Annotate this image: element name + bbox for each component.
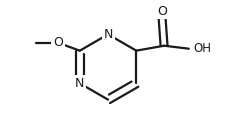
Text: OH: OH [193, 42, 211, 55]
Text: N: N [103, 28, 112, 41]
Text: O: O [156, 5, 166, 18]
Text: N: N [75, 77, 84, 90]
Text: O: O [53, 36, 63, 49]
